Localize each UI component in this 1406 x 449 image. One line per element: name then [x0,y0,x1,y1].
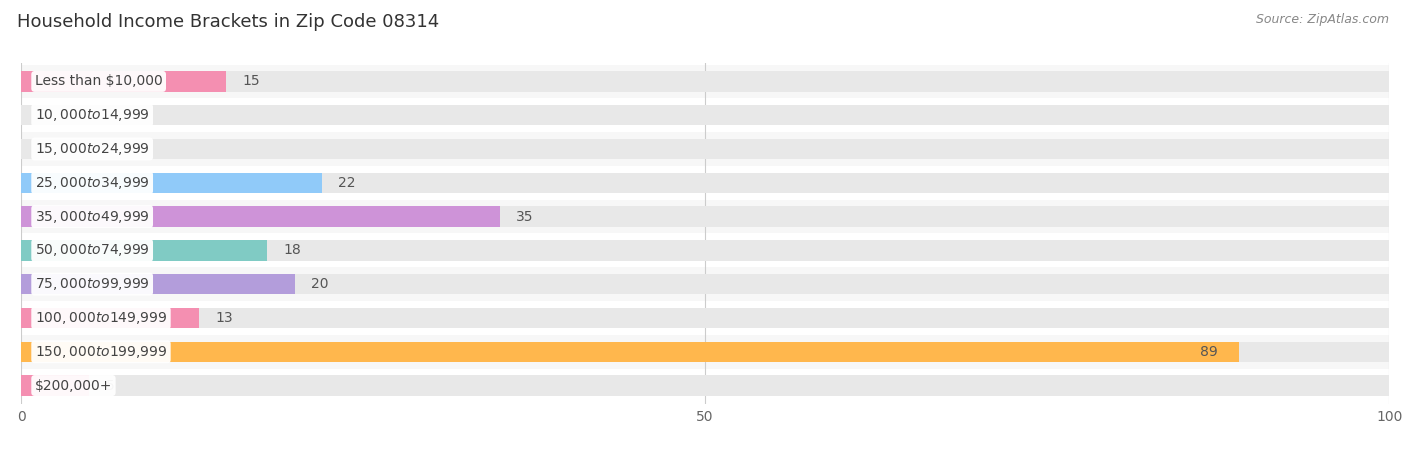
Text: 20: 20 [311,277,329,291]
Bar [21,105,1389,125]
Text: 13: 13 [215,311,233,325]
Text: 89: 89 [1201,345,1218,359]
Text: Source: ZipAtlas.com: Source: ZipAtlas.com [1256,13,1389,26]
Bar [21,207,501,227]
Text: $75,000 to $99,999: $75,000 to $99,999 [35,276,149,292]
Bar [21,342,1389,362]
Bar [21,132,1389,166]
Bar [21,173,322,193]
Bar [21,71,1389,92]
Bar [21,342,1239,362]
Text: $150,000 to $199,999: $150,000 to $199,999 [35,344,167,360]
Bar [21,173,1389,193]
Bar [21,200,1389,233]
Bar [21,71,226,92]
Text: 0: 0 [38,108,46,122]
Text: Household Income Brackets in Zip Code 08314: Household Income Brackets in Zip Code 08… [17,13,439,31]
Text: 35: 35 [516,210,534,224]
Bar [21,308,1389,328]
Text: $35,000 to $49,999: $35,000 to $49,999 [35,209,149,224]
Bar [21,139,1389,159]
Text: $200,000+: $200,000+ [35,379,112,392]
Text: 0: 0 [38,142,46,156]
Bar [21,240,267,260]
Bar [21,369,1389,402]
Bar [21,274,1389,294]
Bar [21,207,1389,227]
Bar [21,240,1389,260]
Text: $25,000 to $34,999: $25,000 to $34,999 [35,175,149,191]
Bar [21,308,198,328]
Text: 15: 15 [243,75,260,88]
Bar [21,375,1389,396]
Bar [21,274,295,294]
Bar [21,335,1389,369]
Bar [21,267,1389,301]
Text: 5: 5 [105,379,115,392]
Bar [21,301,1389,335]
Text: $10,000 to $14,999: $10,000 to $14,999 [35,107,149,123]
Bar [21,166,1389,200]
Text: $100,000 to $149,999: $100,000 to $149,999 [35,310,167,326]
Text: 22: 22 [339,176,356,190]
Text: 18: 18 [284,243,301,257]
Text: Less than $10,000: Less than $10,000 [35,75,163,88]
Bar [21,98,1389,132]
Text: $50,000 to $74,999: $50,000 to $74,999 [35,242,149,258]
Bar [21,375,90,396]
Bar [21,233,1389,267]
Bar [21,65,1389,98]
Text: $15,000 to $24,999: $15,000 to $24,999 [35,141,149,157]
